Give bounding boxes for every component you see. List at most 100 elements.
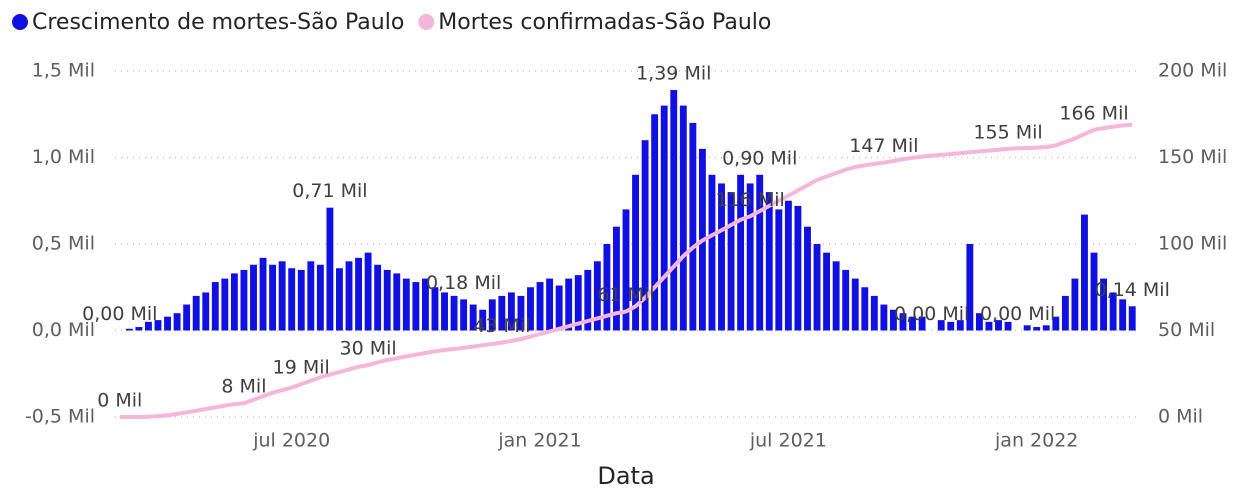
bar xyxy=(1052,316,1060,331)
data-label: 19 Mil xyxy=(273,357,330,379)
bar xyxy=(660,105,668,331)
data-label: 116 Mil xyxy=(716,189,785,211)
bar xyxy=(326,207,334,331)
y-tick-label: 1,5 Mil xyxy=(32,60,95,82)
bar xyxy=(288,268,296,331)
y2-tick-label: 150 Mil xyxy=(1158,146,1227,168)
x-tick-label: jan 2021 xyxy=(497,430,581,452)
bar xyxy=(355,257,362,331)
bar xyxy=(517,295,525,331)
bar xyxy=(240,269,248,331)
y-tick-label: 0,0 Mil xyxy=(32,319,95,341)
bar xyxy=(603,244,611,331)
bar xyxy=(1004,321,1012,331)
data-label: 0 Mil xyxy=(97,390,142,412)
bar xyxy=(804,226,811,331)
bar xyxy=(1128,306,1136,331)
data-label: 8 Mil xyxy=(221,376,266,398)
bar xyxy=(794,205,802,331)
bar xyxy=(775,209,783,331)
bar xyxy=(221,278,229,331)
bar xyxy=(441,292,448,331)
bar xyxy=(1033,327,1041,331)
bar xyxy=(870,295,878,331)
bar xyxy=(966,244,974,331)
bar xyxy=(183,304,191,331)
bar xyxy=(297,269,305,331)
bar xyxy=(832,261,840,331)
bar xyxy=(336,268,343,331)
line xyxy=(119,122,1133,419)
bar xyxy=(584,269,592,331)
data-label: 0,71 Mil xyxy=(292,180,367,202)
data-label: 0,14 Mil xyxy=(1095,279,1170,301)
legend-label: Crescimento de mortes-São Paulo xyxy=(32,10,404,35)
data-label: 0,00 Mil xyxy=(980,303,1055,325)
bar xyxy=(536,282,544,331)
data-label: 1,39 Mil xyxy=(636,63,711,85)
bar xyxy=(488,299,496,331)
bar xyxy=(718,183,725,331)
y2-tick-label: 100 Mil xyxy=(1158,233,1227,255)
data-label: 155 Mil xyxy=(973,121,1042,143)
bar xyxy=(641,140,649,331)
bar xyxy=(250,264,257,331)
bar xyxy=(746,183,754,331)
bar xyxy=(144,321,152,331)
bar xyxy=(851,278,859,331)
bar xyxy=(880,304,888,331)
bar xyxy=(899,313,907,331)
bar xyxy=(345,261,353,331)
bar xyxy=(507,292,515,331)
y-tick-label: -0,5 Mil xyxy=(25,406,95,428)
bar xyxy=(527,287,534,331)
bar xyxy=(431,287,439,331)
bar xyxy=(784,200,792,331)
bar xyxy=(756,174,764,331)
bar xyxy=(173,313,181,331)
bar xyxy=(479,309,487,331)
bar xyxy=(1071,278,1079,331)
bar xyxy=(202,292,210,331)
data-label: 0,90 Mil xyxy=(722,147,797,169)
bar xyxy=(622,209,630,331)
bar xyxy=(632,174,639,331)
y2-tick-label: 0 Mil xyxy=(1158,406,1203,428)
bar xyxy=(269,264,277,331)
bar xyxy=(135,327,143,331)
bar xyxy=(909,316,916,331)
bar xyxy=(555,285,563,331)
data-label: 43 Mil xyxy=(473,315,530,337)
bar xyxy=(689,122,697,331)
data-label: 147 Mil xyxy=(849,135,918,157)
bar xyxy=(154,320,162,331)
bar xyxy=(708,174,716,331)
bar xyxy=(1042,325,1050,331)
bar xyxy=(393,273,401,331)
bar xyxy=(765,192,773,331)
bar xyxy=(737,174,745,331)
data-label: 0,00 Mil xyxy=(82,303,157,325)
bar xyxy=(565,278,573,331)
bar xyxy=(469,304,477,331)
bar xyxy=(164,316,171,331)
bar xyxy=(450,295,458,331)
bar xyxy=(211,282,219,331)
bar xyxy=(975,313,983,331)
bar xyxy=(823,252,831,331)
bar xyxy=(1119,299,1127,331)
x-tick-label: jul 2020 xyxy=(252,430,330,452)
bar xyxy=(125,328,133,331)
bar xyxy=(613,226,620,331)
data-label: 30 Mil xyxy=(340,338,397,360)
bar xyxy=(259,257,267,331)
data-label: 166 Mil xyxy=(1059,102,1128,124)
bar xyxy=(890,309,897,331)
data-label: 61 Mil xyxy=(597,284,654,306)
bar xyxy=(421,278,429,331)
bar xyxy=(316,264,324,331)
bar xyxy=(679,105,687,331)
bar xyxy=(364,252,372,331)
bar xyxy=(651,114,659,331)
